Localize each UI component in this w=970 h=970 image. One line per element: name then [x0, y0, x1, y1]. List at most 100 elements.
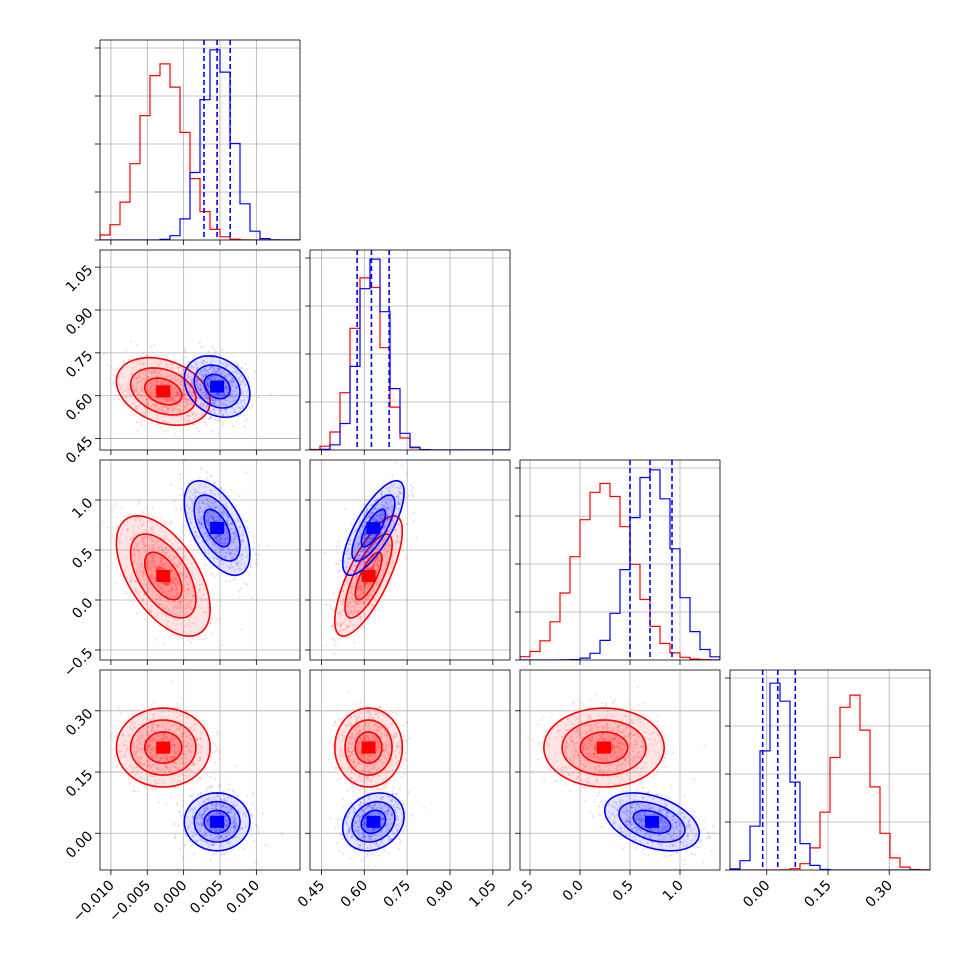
scatter-point — [361, 587, 364, 591]
scatter-point — [409, 489, 412, 492]
scatter-point — [240, 567, 243, 570]
scatter-point — [209, 362, 212, 365]
scatter-point — [158, 539, 161, 542]
scatter-point — [255, 826, 258, 829]
scatter-point — [232, 578, 235, 581]
scatter-point — [205, 519, 208, 522]
scatter-point — [225, 580, 228, 583]
scatter-point — [151, 559, 154, 562]
scatter-point — [221, 362, 224, 365]
scatter-point — [191, 378, 194, 381]
scatter-point — [167, 365, 170, 368]
scatter-point — [140, 565, 143, 569]
scatter-point — [181, 525, 184, 528]
scatter-point — [204, 532, 207, 535]
scatter-point — [201, 373, 205, 376]
scatter-point — [170, 570, 173, 573]
scatter-point — [201, 606, 204, 610]
scatter-point — [215, 551, 218, 555]
scatter-point — [188, 368, 191, 371]
scatter-point — [212, 536, 215, 539]
scatter-point — [390, 528, 393, 531]
scatter-point — [125, 349, 128, 352]
scatter-point — [182, 394, 185, 397]
scatter-point — [142, 388, 145, 391]
scatter-point — [110, 508, 113, 512]
scatter-point — [364, 533, 367, 536]
scatter-point — [141, 540, 144, 544]
scatter-point — [196, 561, 199, 564]
scatter-point — [216, 367, 219, 371]
scatter-point — [148, 563, 151, 566]
scatter-point — [387, 531, 390, 534]
scatter-point — [219, 541, 222, 544]
scatter-point — [372, 588, 375, 591]
scatter-point — [171, 396, 174, 400]
scatter-point — [389, 528, 392, 531]
scatter-point — [392, 520, 395, 523]
scatter-point — [193, 530, 196, 533]
scatter-point — [242, 377, 245, 380]
scatter-point — [222, 394, 225, 397]
scatter-point — [353, 606, 356, 609]
scatter-point — [374, 507, 377, 510]
scatter-point — [182, 369, 185, 372]
scatter-point — [181, 530, 184, 533]
scatter-point — [227, 851, 230, 854]
scatter-point — [132, 531, 135, 534]
scatter-point — [159, 603, 162, 606]
scatter-point — [186, 403, 189, 406]
scatter-point — [208, 624, 211, 627]
scatter-point — [357, 555, 360, 558]
y-tick-label: 0.90 — [63, 305, 96, 338]
scatter-point — [220, 409, 223, 413]
scatter-point — [180, 440, 182, 442]
scatter-point — [347, 608, 350, 612]
scatter-point — [333, 637, 336, 640]
scatter-point — [214, 378, 217, 381]
scatter-point — [360, 550, 363, 553]
scatter-point — [184, 589, 187, 593]
scatter-point — [211, 516, 214, 519]
scatter-point — [376, 498, 379, 501]
scatter-point — [147, 369, 150, 372]
scatter-point — [146, 793, 149, 796]
scatter-point — [163, 405, 166, 408]
scatter-point — [172, 600, 176, 603]
scatter-point — [180, 372, 183, 375]
scatter-point — [385, 544, 388, 547]
scatter-point — [179, 410, 182, 413]
scatter-point — [129, 538, 132, 541]
scatter-point — [170, 587, 173, 590]
scatter-point — [159, 379, 162, 382]
scatter-point — [344, 628, 347, 631]
scatter-point — [220, 511, 224, 514]
scatter-point — [142, 362, 145, 365]
scatter-point — [208, 418, 211, 421]
scatter-point — [345, 529, 348, 533]
scatter-point — [380, 503, 383, 506]
histogram-series-1 — [310, 258, 510, 450]
scatter-point — [174, 577, 177, 580]
scatter-point — [210, 515, 213, 518]
scatter-point — [370, 596, 373, 599]
scatter-point — [218, 535, 221, 538]
scatter-point — [212, 771, 215, 775]
scatter-point — [219, 393, 222, 396]
scatter-point — [226, 515, 230, 518]
scatter-point — [181, 574, 184, 577]
scatter-point — [381, 542, 384, 545]
scatter-point — [363, 590, 366, 593]
scatter-point — [348, 586, 351, 589]
scatter-point — [351, 578, 354, 581]
scatter-point — [130, 708, 133, 711]
scatter-point — [409, 484, 413, 487]
scatter-point — [211, 359, 214, 362]
scatter-point — [175, 400, 178, 403]
scatter-point — [166, 399, 169, 403]
scatter-point — [361, 563, 364, 566]
scatter-point — [214, 403, 217, 406]
scatter-point — [366, 567, 370, 570]
scatter-point — [220, 555, 223, 558]
scatter-point — [165, 764, 168, 767]
